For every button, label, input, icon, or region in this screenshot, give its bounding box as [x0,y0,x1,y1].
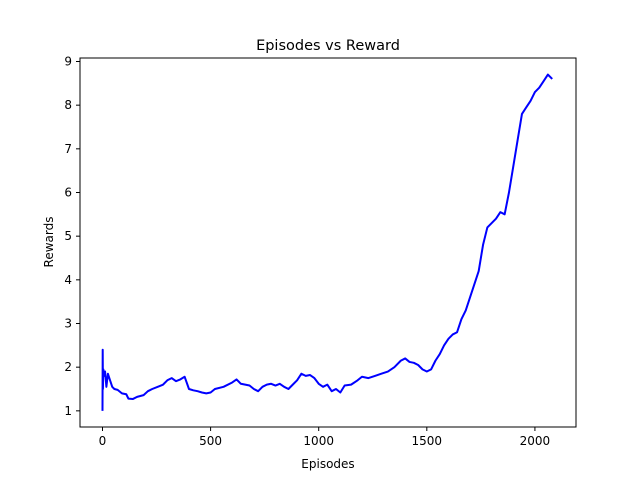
y-tick-label: 2 [64,360,72,374]
y-tick-label: 1 [64,404,72,418]
y-tick-label: 9 [64,54,72,68]
axes-frame [79,57,577,428]
x-tick-label: 0 [99,434,107,448]
series-layer [101,73,553,411]
x-tick-label: 2000 [520,434,551,448]
y-tick-label: 6 [64,185,72,199]
x-axis-ticks: 0 500 1000 1500 2000 [99,427,551,448]
y-axis-label: Rewards [42,217,56,268]
y-tick-label: 7 [64,142,72,156]
y-tick-label: 5 [64,229,72,243]
y-tick-label: 4 [64,273,72,287]
y-tick-label: 8 [64,98,72,112]
x-axis-label: Episodes [301,457,354,471]
series-line-0 [101,73,553,411]
x-tick-label: 1000 [303,434,334,448]
y-tick-label: 3 [64,317,72,331]
y-axis-ticks: 1 2 3 4 5 6 7 8 9 [64,54,80,418]
x-tick-label: 1500 [412,434,443,448]
chart-title: Episodes vs Reward [256,38,400,54]
x-tick-label: 500 [199,434,222,448]
